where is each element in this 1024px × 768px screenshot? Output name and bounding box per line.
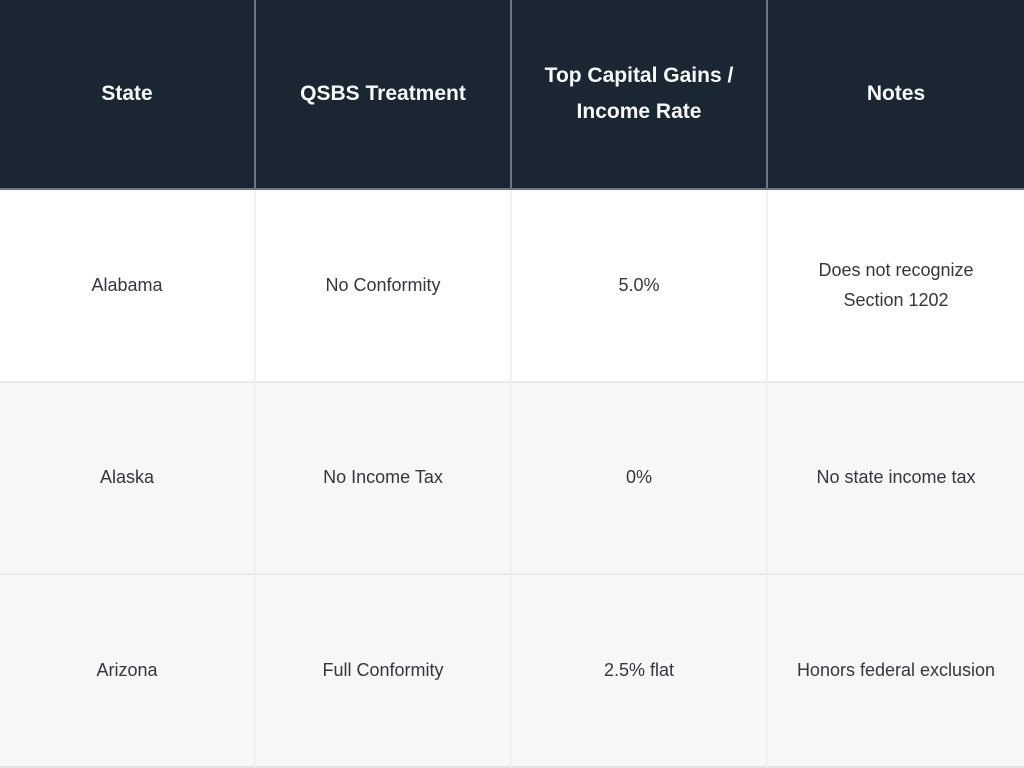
cell-top-rate: 5.0% [512,190,768,383]
header-cell-qsbs-treatment: QSBS Treatment [256,0,512,190]
cell-qsbs-treatment: Full Conformity [256,575,512,768]
header-cell-state: State [0,0,256,190]
header-cell-top-rate: Top Capital Gains / Income Rate [512,0,768,190]
cell-notes: Does not recognize Section 1202 [768,190,1024,383]
cell-qsbs-treatment: No Income Tax [256,383,512,575]
cell-top-rate: 0% [512,383,768,575]
cell-state: Alaska [0,383,256,575]
cell-top-rate: 2.5% flat [512,575,768,768]
cell-notes: Honors federal exclusion [768,575,1024,768]
header-cell-notes: Notes [768,0,1024,190]
cell-notes: No state income tax [768,383,1024,575]
cell-qsbs-treatment: No Conformity [256,190,512,383]
cell-state: Arizona [0,575,256,768]
cell-state: Alabama [0,190,256,383]
